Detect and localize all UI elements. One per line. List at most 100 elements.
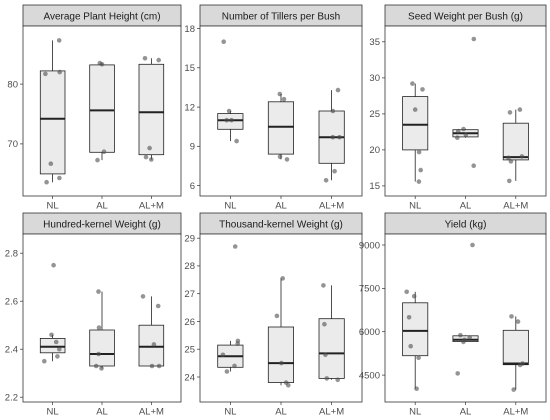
box-al — [89, 289, 115, 371]
data-point — [149, 363, 155, 369]
data-point — [155, 303, 161, 309]
panel-title: Average Plant Height (cm) — [43, 12, 160, 23]
data-point — [324, 376, 330, 381]
x-tick-label: AL+M — [503, 201, 528, 212]
data-point — [42, 358, 47, 364]
data-point — [142, 56, 148, 61]
y-tick-label: 15 — [184, 63, 195, 74]
data-point — [96, 325, 102, 330]
data-point — [220, 352, 226, 358]
data-point — [49, 332, 54, 338]
data-point — [420, 87, 425, 92]
x-tick-label: AL+M — [139, 201, 164, 212]
y-tick-label: 24 — [184, 372, 195, 383]
data-point — [455, 128, 461, 134]
data-point — [57, 346, 62, 352]
data-point — [57, 69, 62, 75]
data-point — [463, 132, 469, 138]
data-point — [416, 179, 422, 184]
data-point — [412, 107, 418, 112]
data-point — [322, 321, 327, 327]
box-iqr — [267, 101, 294, 155]
data-point — [156, 57, 161, 63]
panel-number-of-tillers: Number of Tillers per Bush 6 9 12 15 18 NL AL A… — [184, 4, 363, 212]
y-tick-label: 9000 — [359, 240, 380, 251]
data-point — [96, 289, 101, 294]
box-al-m — [138, 56, 165, 162]
data-point — [411, 293, 417, 299]
data-point — [57, 175, 62, 181]
data-point — [55, 354, 60, 359]
data-point — [93, 363, 99, 369]
data-point — [410, 81, 415, 86]
data-point — [280, 276, 286, 281]
box-al — [267, 276, 294, 388]
x-tick-label: AL — [96, 407, 108, 418]
data-point — [337, 134, 342, 140]
data-point — [221, 39, 226, 44]
y-tick-label: 70 — [7, 139, 18, 150]
data-point — [143, 154, 149, 160]
panel-title: Hundred-kernel Weight (g) — [43, 220, 161, 231]
data-point — [99, 62, 105, 67]
data-point — [406, 315, 412, 320]
data-point — [506, 155, 511, 161]
y-tick-label: 27 — [184, 289, 195, 300]
box-nl — [39, 262, 66, 364]
data-point — [323, 178, 329, 183]
data-point — [101, 149, 107, 154]
data-point — [332, 168, 337, 174]
x-tick-label: AL+M — [319, 407, 344, 418]
data-point — [467, 335, 473, 340]
data-point — [277, 154, 283, 160]
x-tick-label: AL — [96, 201, 108, 212]
box-iqr — [89, 329, 115, 367]
data-point — [99, 366, 104, 371]
x-tick-label: NL — [409, 201, 421, 212]
data-point — [53, 339, 59, 345]
data-point — [229, 117, 234, 123]
data-point — [418, 167, 424, 173]
data-point — [416, 355, 421, 361]
box-iqr — [138, 324, 165, 367]
data-point — [277, 91, 283, 97]
data-point — [517, 362, 523, 368]
x-tick-label: AL+M — [319, 201, 344, 212]
data-point — [95, 157, 100, 163]
data-point — [458, 332, 463, 338]
x-tick-label: NL — [47, 407, 59, 418]
data-point — [147, 145, 152, 151]
y-tick-label: 30 — [369, 73, 380, 84]
data-point — [96, 351, 101, 357]
plot-marks: 70 80 NL AL AL+M — [7, 38, 165, 212]
data-point — [507, 178, 512, 184]
box-iqr — [502, 329, 529, 366]
data-point — [235, 341, 240, 347]
data-point — [517, 107, 523, 112]
data-point — [234, 138, 239, 144]
y-tick-label: 9 — [190, 142, 195, 153]
box-nl — [402, 289, 429, 392]
plot-marks: 15 20 25 30 35 NL AL AL+M — [369, 36, 529, 212]
data-point — [519, 154, 525, 159]
y-tick-label: 2.4 — [5, 345, 18, 356]
box-iqr — [138, 63, 165, 156]
x-tick-label: AL — [275, 407, 287, 418]
data-point — [149, 157, 154, 162]
y-tick-label: 12 — [184, 102, 195, 113]
box-nl — [402, 81, 429, 184]
x-tick-label: AL+M — [139, 407, 164, 418]
box-iqr — [502, 122, 529, 161]
data-point — [416, 149, 422, 155]
data-point — [471, 163, 477, 168]
plot-marks: 6 9 12 15 18 NL AL AL+M — [184, 24, 345, 212]
data-point — [471, 36, 477, 42]
x-tick-label: NL — [224, 201, 236, 212]
data-point — [507, 110, 513, 115]
data-point — [461, 126, 466, 132]
box-al-m — [502, 314, 529, 392]
data-point — [224, 369, 230, 374]
box-iqr — [39, 70, 66, 175]
y-tick-label: 20 — [369, 145, 380, 156]
box-nl — [217, 39, 244, 144]
